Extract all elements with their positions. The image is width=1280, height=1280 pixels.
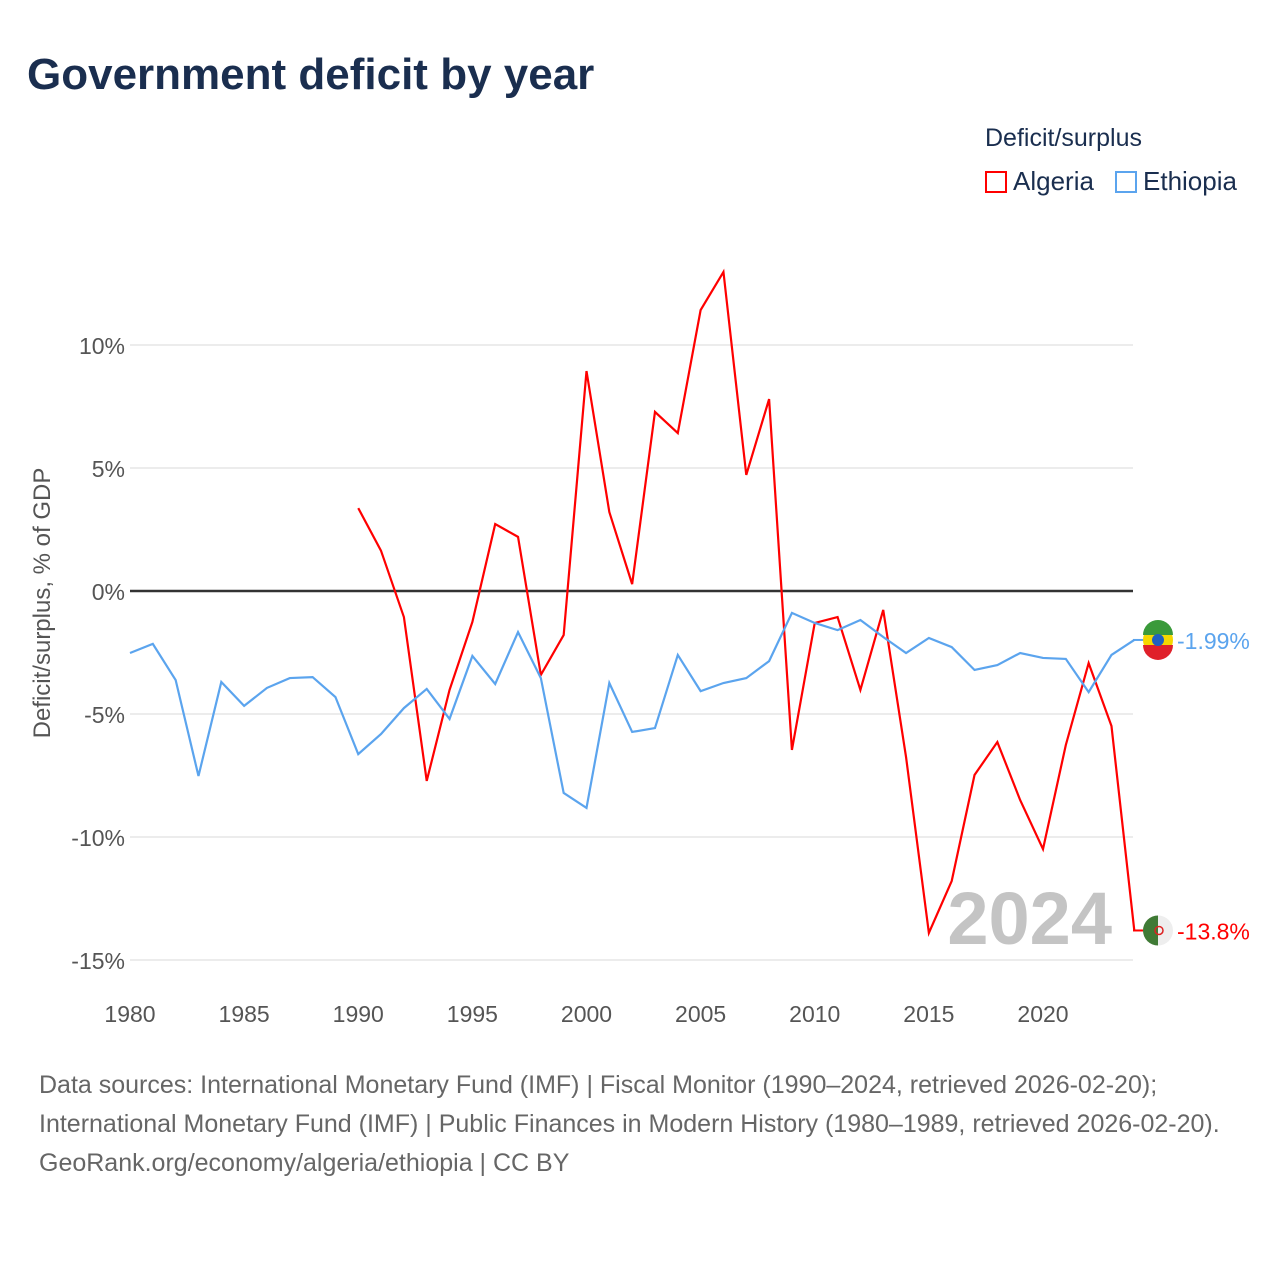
y-tick-label: -15% <box>71 948 125 974</box>
legend-label: Algeria <box>1013 166 1094 196</box>
footer: Data sources: International Monetary Fun… <box>39 1066 1239 1183</box>
data-sources: Data sources: International Monetary Fun… <box>39 1071 1220 1138</box>
end-value-label: -13.8% <box>1177 918 1250 944</box>
y-tick-label: 10% <box>79 333 125 359</box>
x-tick-label: 2015 <box>903 1001 954 1027</box>
chart-title: Government deficit by year <box>27 50 595 99</box>
legend-label: Ethiopia <box>1143 166 1237 196</box>
x-tick-label: 1985 <box>219 1001 270 1027</box>
x-tick-label: 1980 <box>104 1001 155 1027</box>
y-tick-label: -10% <box>71 825 125 851</box>
y-tick-label: 0% <box>92 579 125 605</box>
x-tick-label: 1990 <box>333 1001 384 1027</box>
x-tick-label: 2005 <box>675 1001 726 1027</box>
end-value-label: -1.99% <box>1177 628 1250 654</box>
plot-area: 10% 5% 0% -5% -10% -15% 1980 1985 1990 1995 2000 20… <box>29 268 1250 1027</box>
year-watermark: 2024 <box>947 877 1112 960</box>
flag-emblem <box>1152 633 1164 646</box>
legend-swatch-algeria <box>985 170 1007 193</box>
y-tick-label: 5% <box>92 456 125 482</box>
y-tick-label: -5% <box>84 702 125 728</box>
y-axis-label: Deficit/surplus, % of GDP <box>29 468 56 739</box>
legend-swatch-ethiopia <box>1115 170 1137 193</box>
legend-item-ethiopia[interactable]: Ethiopia <box>1115 166 1237 197</box>
legend-item-algeria[interactable]: Algeria <box>985 166 1094 197</box>
x-tick-label: 2020 <box>1017 1001 1068 1027</box>
series-line-ethiopia <box>129 611 1135 810</box>
x-tick-label: 2000 <box>561 1001 612 1027</box>
source-link[interactable]: GeoRank.org/economy/algeria/ethiopia | C… <box>39 1149 570 1177</box>
legend-title: Deficit/surplus <box>985 124 1142 152</box>
x-tick-label: 2010 <box>789 1001 840 1027</box>
flag-crescent <box>1154 925 1164 936</box>
flag-stripe <box>1143 619 1173 635</box>
flag-half <box>1143 915 1158 946</box>
series-line-algeria <box>357 268 1136 937</box>
flag-stripe <box>1143 644 1173 660</box>
x-tick-label: 1995 <box>447 1001 498 1027</box>
